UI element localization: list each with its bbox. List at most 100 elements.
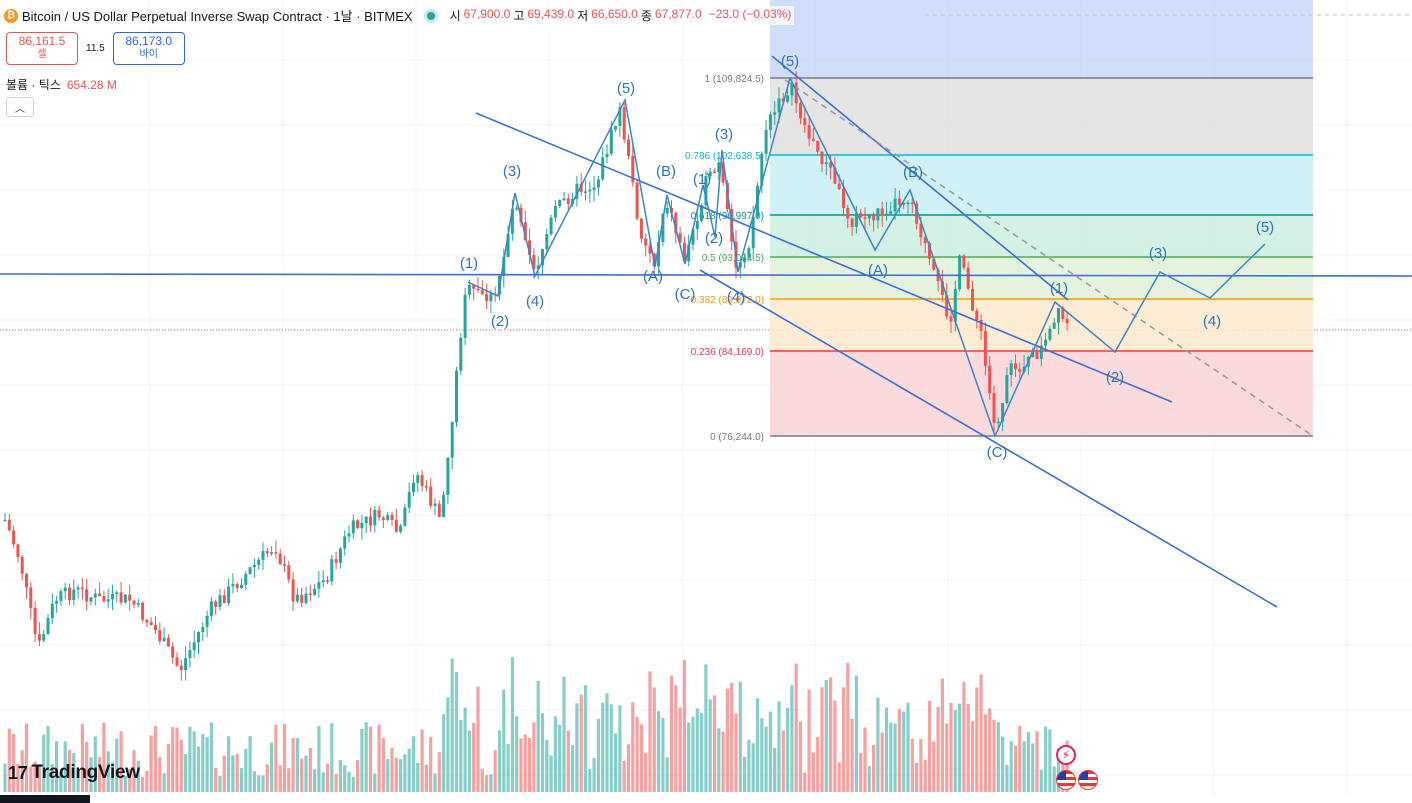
volume-bar — [975, 687, 979, 792]
candle-body — [235, 583, 239, 589]
candle-body — [184, 658, 188, 670]
volume-bar — [919, 739, 923, 792]
time-axis-marker — [0, 795, 90, 803]
volume-bar — [949, 702, 953, 792]
candle-body — [1052, 322, 1056, 329]
volume-bar — [274, 724, 278, 792]
symbol-title[interactable]: Bitcoin / US Dollar Perpetual Inverse Sw… — [22, 9, 413, 24]
candle-body — [472, 284, 476, 289]
volume-bar — [945, 723, 949, 792]
us-flag-icon[interactable] — [1056, 770, 1076, 790]
candle-body — [80, 587, 84, 590]
volume-bar — [162, 773, 166, 792]
us-flag-icon[interactable] — [1078, 770, 1098, 790]
candle-body — [605, 153, 609, 158]
tradingview-logo[interactable]: 17 TradingView — [8, 762, 140, 783]
candle-body — [1035, 351, 1039, 359]
projection-zone — [770, 0, 1313, 78]
volume-bar — [1052, 766, 1056, 792]
candle-body — [330, 559, 334, 582]
volume-bar — [687, 722, 691, 792]
candle-body — [622, 107, 626, 140]
candle-body — [614, 125, 618, 130]
candle-body — [283, 564, 286, 566]
wave-label: (B) — [656, 163, 676, 180]
volume-bar — [867, 766, 871, 792]
candle-body — [42, 633, 46, 641]
volume-bar — [37, 764, 41, 792]
volume-bar — [437, 752, 441, 792]
candle-body — [588, 189, 592, 192]
candle-body — [1048, 328, 1052, 340]
candle-body — [214, 601, 218, 607]
volume-bar — [145, 771, 149, 792]
fib-retracement: 1 (109,824.5)0.786 (102,638.5)0.618 (96,… — [685, 74, 1313, 443]
candle-body — [665, 207, 669, 214]
volume-bar — [119, 731, 123, 792]
volume-bar — [592, 757, 596, 792]
volume-bar — [571, 745, 575, 792]
wave-label: (A) — [868, 262, 888, 279]
volume-bar — [1013, 745, 1018, 792]
volume-bar — [1039, 769, 1043, 792]
volume-bar — [1035, 731, 1039, 792]
candle-body — [768, 114, 772, 131]
candle-body — [506, 233, 510, 258]
candle-body — [295, 594, 299, 602]
candle-body — [1061, 308, 1065, 319]
volume-bar — [859, 753, 863, 792]
candle-body — [601, 157, 605, 180]
candle-body — [790, 82, 794, 96]
fib-level-label: 0.5 (93,034.5) — [702, 253, 764, 264]
volume-bar — [1031, 743, 1035, 792]
volume-bar — [811, 752, 815, 792]
price-change: −23.0 (−0.03%) — [708, 7, 792, 21]
volume-bar — [80, 723, 84, 792]
collapse-legend-button[interactable]: ︿ — [6, 97, 34, 117]
volume-bar — [416, 762, 420, 792]
volume-bar — [850, 718, 854, 792]
volume-bar — [115, 738, 119, 792]
wave-label: (2) — [1106, 369, 1124, 386]
candle-body — [420, 475, 424, 487]
candle-body — [317, 582, 321, 589]
candle-body — [618, 107, 622, 126]
volume-bar — [755, 698, 760, 792]
candle-body — [158, 630, 162, 642]
volume-bar — [682, 660, 686, 792]
volume-bar — [588, 769, 592, 792]
volume-bar — [751, 743, 755, 792]
chevron-up-icon: ︿ — [15, 103, 25, 115]
candle-body — [971, 288, 974, 311]
candle-body — [111, 594, 114, 600]
candle-body — [162, 637, 166, 642]
buy-button[interactable]: 86,173.0 바이 — [112, 32, 185, 65]
volume-bar — [209, 722, 213, 792]
candle-body — [549, 217, 553, 235]
volume-bar — [463, 707, 467, 792]
volume-bar — [102, 722, 106, 792]
candle-body — [16, 544, 20, 557]
volume-legend[interactable]: 볼륨 · 틱스 654.28 M — [6, 78, 117, 92]
candle-body — [592, 187, 596, 190]
candle-body — [321, 580, 325, 583]
candle-body — [50, 603, 54, 619]
volume-bar — [179, 739, 183, 792]
volume-bar — [287, 768, 291, 792]
volume-bar — [712, 695, 717, 792]
candle-body — [747, 248, 751, 258]
volume-bar — [601, 702, 605, 792]
candle-body — [446, 457, 450, 495]
volume-bar — [631, 702, 635, 792]
volume-bar — [55, 741, 59, 792]
sell-button[interactable]: 86,161.5 셀 — [6, 32, 78, 65]
volume-bar — [1044, 726, 1048, 792]
candle-body — [145, 619, 149, 623]
volume-bar — [175, 727, 179, 792]
candle-body — [906, 202, 910, 205]
market-status-icon[interactable] — [426, 11, 435, 20]
lightning-alert-icon[interactable]: ⚡ — [1056, 745, 1076, 765]
volume-bar — [902, 711, 906, 792]
volume-bar — [1026, 732, 1030, 792]
